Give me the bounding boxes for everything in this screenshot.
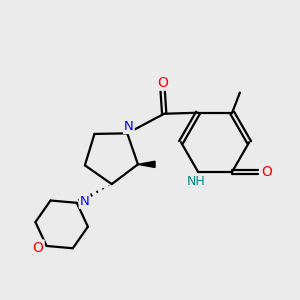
Text: N: N	[124, 120, 134, 133]
Text: O: O	[157, 76, 168, 90]
Text: O: O	[261, 165, 272, 179]
Text: NH: NH	[187, 175, 206, 188]
Polygon shape	[138, 161, 155, 167]
Text: N: N	[80, 195, 89, 208]
Text: O: O	[33, 241, 44, 254]
